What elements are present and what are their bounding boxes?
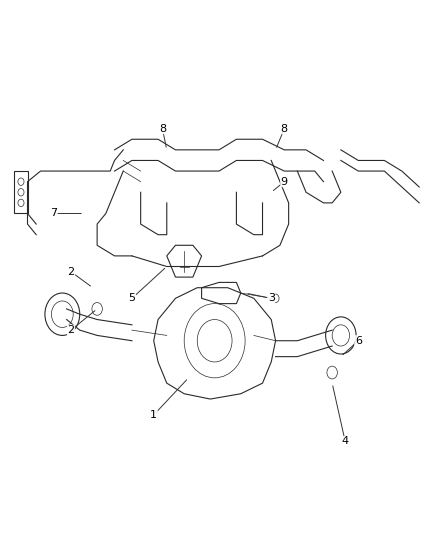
Text: 1: 1 bbox=[150, 410, 157, 420]
Text: 8: 8 bbox=[159, 124, 166, 134]
Text: 8: 8 bbox=[281, 124, 288, 134]
Text: 7: 7 bbox=[50, 208, 57, 219]
Text: 9: 9 bbox=[281, 176, 288, 187]
Text: 2: 2 bbox=[67, 325, 74, 335]
Text: 6: 6 bbox=[355, 336, 362, 346]
Text: 2: 2 bbox=[67, 267, 74, 277]
Text: 4: 4 bbox=[342, 437, 349, 447]
Text: 3: 3 bbox=[268, 293, 275, 303]
Text: 5: 5 bbox=[128, 293, 135, 303]
